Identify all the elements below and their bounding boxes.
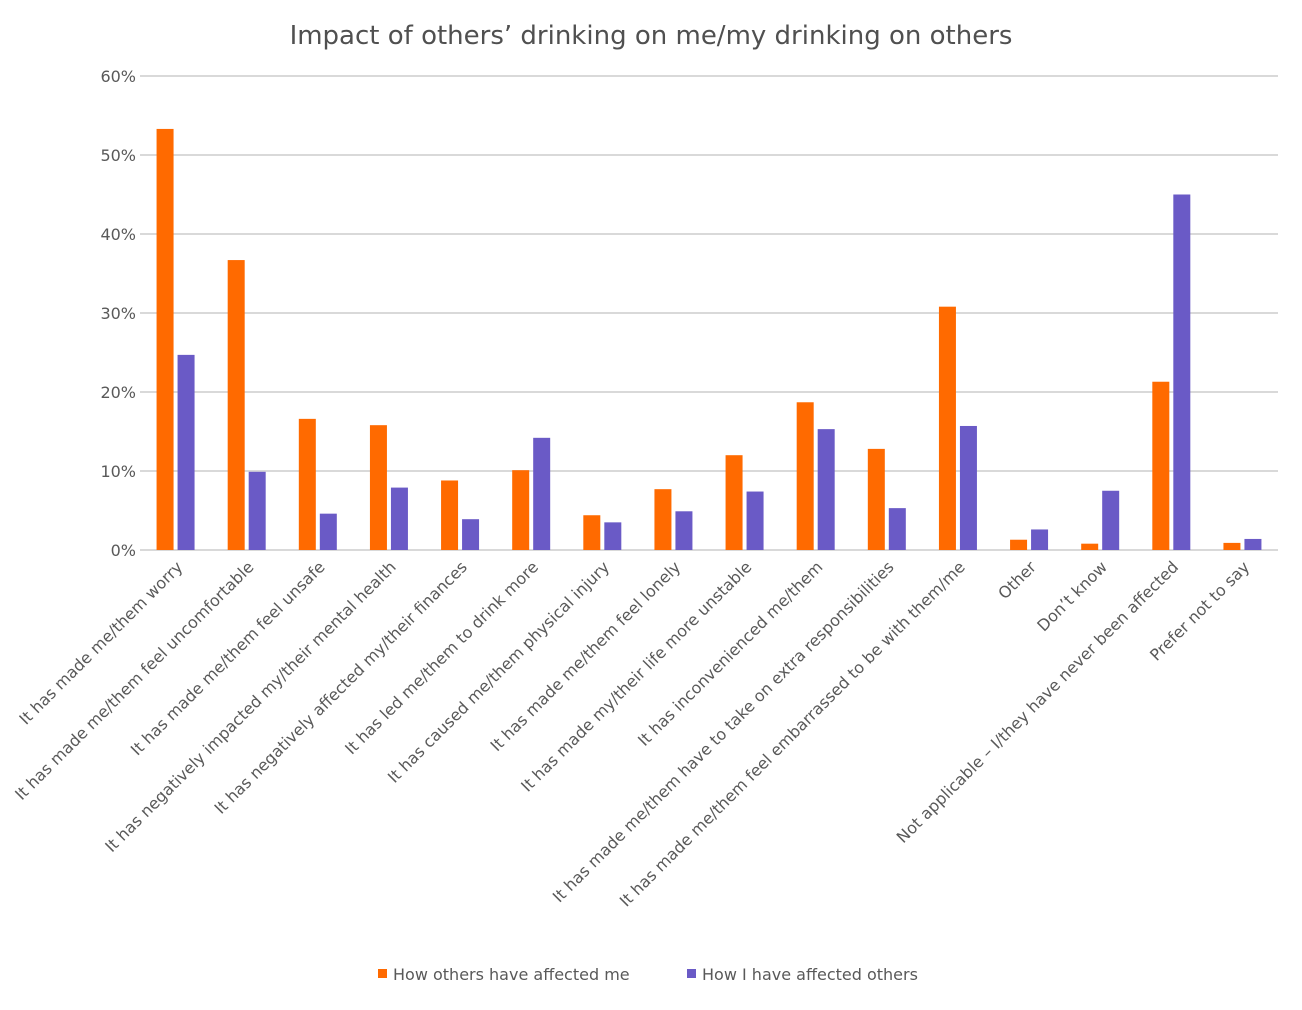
y-tick-label: 30% [100, 304, 136, 323]
bar-affected-others [888, 508, 906, 550]
legend-label: How I have affected others [702, 965, 918, 984]
bar-affected-others [319, 513, 337, 550]
bar-affected-me [512, 470, 530, 550]
y-tick-label: 10% [100, 462, 136, 481]
bar-affected-others [675, 511, 693, 550]
bar-affected-me [938, 306, 956, 550]
bar-affected-others [462, 519, 480, 550]
y-tick-label: 40% [100, 225, 136, 244]
legend: How others have affected me How I have af… [378, 965, 918, 984]
bar-affected-me [725, 455, 743, 550]
bar-affected-others [248, 471, 266, 550]
bar-affected-me [1010, 539, 1028, 550]
bar-affected-others [959, 425, 977, 550]
bar-affected-others [604, 522, 622, 550]
bar-affected-me [867, 448, 885, 550]
bar-affected-others [1031, 529, 1049, 550]
bar-affected-others [533, 437, 551, 550]
x-tick-label: It has made me/them feel uncomfortable [11, 557, 257, 803]
bar-affected-me [298, 418, 316, 550]
y-tick-label: 60% [100, 67, 136, 86]
bar-affected-me [796, 402, 814, 550]
bar-affected-others [1102, 490, 1120, 550]
legend-swatch [378, 969, 387, 978]
bar-affected-me [1081, 543, 1099, 550]
x-tick-label: It has made me/them have to take on extr… [549, 557, 898, 906]
bar-affected-me [156, 128, 174, 550]
chart-title: Impact of others’ drinking on me/my drin… [290, 21, 1013, 51]
x-tick-label: Don’t know [1033, 557, 1111, 635]
y-tick-label: 50% [100, 146, 136, 165]
legend-swatch [687, 969, 696, 978]
bar-affected-me [583, 515, 601, 550]
bar-affected-others [390, 487, 408, 550]
bar-affected-others [1173, 194, 1191, 550]
legend-label: How others have affected me [393, 965, 630, 984]
bar-affected-me [654, 489, 672, 550]
x-tick-label: It has made me/them feel embarrassed to … [616, 557, 969, 910]
bar-affected-me [1152, 381, 1170, 550]
bar-affected-others [746, 491, 764, 550]
bar-affected-me [227, 260, 245, 550]
bar-affected-others [177, 354, 195, 550]
x-tick-label: It has negatively affected my/their fina… [211, 557, 471, 817]
bar-affected-me [1223, 542, 1241, 550]
bar-affected-others [1244, 538, 1262, 550]
bar-affected-me [441, 480, 459, 550]
x-tick-label: Other [994, 557, 1040, 603]
y-tick-label: 20% [100, 383, 136, 402]
y-tick-label: 0% [111, 541, 136, 560]
bar-affected-me [369, 425, 387, 550]
bar-affected-others [817, 429, 835, 550]
